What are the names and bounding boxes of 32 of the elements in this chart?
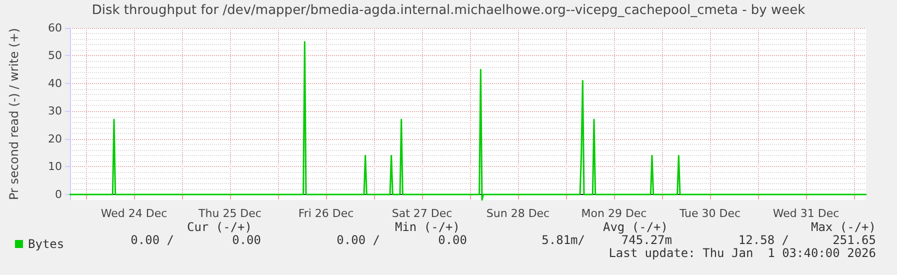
legend-label: Bytes	[28, 237, 64, 251]
text: 745.27m	[621, 233, 672, 247]
line-series	[69, 41, 867, 201]
y-tick-label: 60	[48, 22, 62, 34]
x-tick-label: Tue 30 Dec	[678, 207, 741, 220]
text: Last update: Thu Jan 1 03:40:00 2026	[608, 246, 876, 260]
text: 12.58 /	[738, 233, 789, 247]
text: Max (-/+)	[810, 220, 876, 234]
y-tick-label: 20	[48, 132, 62, 146]
text: Cur (-/+)	[186, 220, 252, 234]
x-tick-label: Fri 26 Dec	[298, 207, 354, 220]
y-tick-label: 30	[48, 104, 62, 118]
text: 5.81m/	[542, 233, 585, 247]
x-tick-label: Wed 31 Dec	[772, 207, 840, 220]
x-tick-label: Sat 27 Dec	[392, 207, 452, 220]
text: Avg (-/+)	[602, 220, 668, 234]
y-tick-label: 40	[48, 76, 62, 90]
x-tick-label: Thu 25 Dec	[198, 207, 262, 220]
text: 0.00 /	[130, 233, 174, 247]
text: 251.65	[832, 233, 876, 247]
y-tick-label: 10	[48, 160, 62, 174]
text: 0.00 /	[336, 233, 380, 247]
x-tick-label: Sun 28 Dec	[486, 207, 550, 220]
y-tick-label: 0	[55, 188, 62, 201]
text: 0.00	[438, 233, 467, 247]
text: 0.00	[232, 233, 261, 247]
chart-title: Disk throughput for /dev/mapper/bmedia-agda.internal.michaelhowe.org--vicepg_cachepool_cmeta - by week	[92, 3, 806, 18]
x-tick-label: Wed 24 Dec	[100, 207, 168, 220]
text: Min (-/+)	[394, 220, 460, 234]
y-tick-label: 50	[48, 49, 62, 62]
x-tick-label: Mon 29 Dec	[581, 207, 647, 220]
y-axis-title: Pr second read (-) / write (+)	[7, 28, 21, 200]
